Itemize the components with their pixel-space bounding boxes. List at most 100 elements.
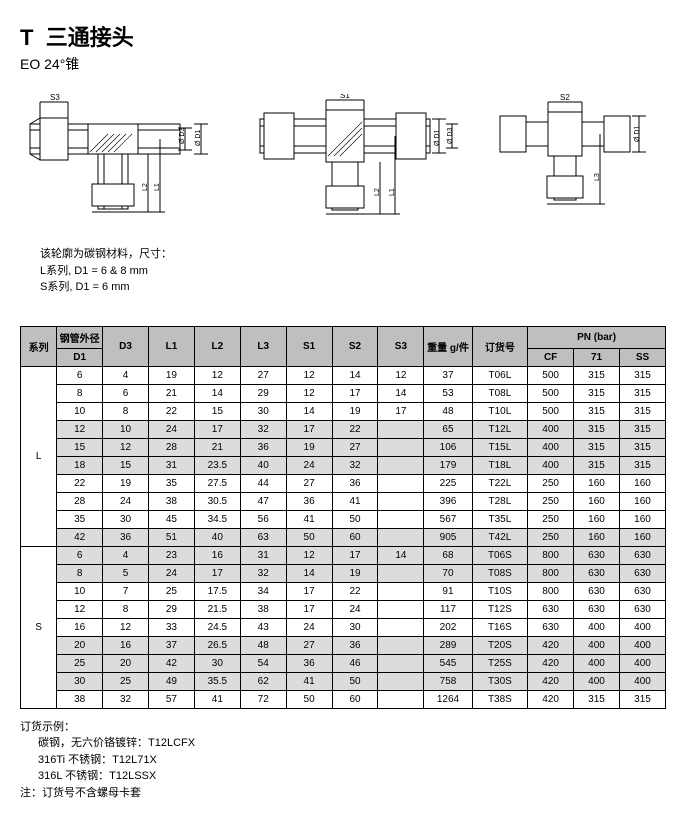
svg-text:L1: L1 [154, 183, 161, 191]
cell-w: 396 [424, 492, 472, 510]
cell-c71: 315 [574, 384, 620, 402]
order-examples: 订货示例： 碳钢，无六价铬镀锌：T12LCFX 316Ti 不锈钢：T12L71… [20, 719, 666, 802]
cell-ss: 400 [619, 618, 665, 636]
cell-l3: 29 [240, 384, 286, 402]
table-row: 383257417250601264T38S420315315 [21, 690, 666, 708]
cell-s1: 24 [286, 618, 332, 636]
cell-s3: 17 [378, 402, 424, 420]
cell-l1: 28 [149, 438, 195, 456]
cell-s2: 14 [332, 366, 378, 384]
cell-d1: 10 [57, 582, 103, 600]
cell-s2: 41 [332, 492, 378, 510]
cell-cf: 630 [528, 618, 574, 636]
cell-s1: 14 [286, 402, 332, 420]
cell-l2: 23.5 [194, 456, 240, 474]
cell-w: 225 [424, 474, 472, 492]
th-weight: 重量 g/件 [424, 326, 472, 366]
cell-d3: 7 [103, 582, 149, 600]
cell-cf: 800 [528, 546, 574, 564]
cell-d3: 5 [103, 564, 149, 582]
cell-l2: 15 [194, 402, 240, 420]
cell-l3: 48 [240, 636, 286, 654]
cell-w: 545 [424, 654, 472, 672]
cell-s3 [378, 492, 424, 510]
cell-o: T08L [472, 384, 528, 402]
cell-l1: 37 [149, 636, 195, 654]
tbody-s: S6423163112171468T06S8006306308524173214… [21, 546, 666, 708]
cell-s1: 41 [286, 510, 332, 528]
cell-s1: 14 [286, 564, 332, 582]
cell-l1: 24 [149, 420, 195, 438]
cell-cf: 250 [528, 492, 574, 510]
cell-w: 106 [424, 438, 472, 456]
diagram-right: S2 Ø D1 L3 [490, 94, 660, 234]
cell-ss: 315 [619, 438, 665, 456]
cell-s2: 36 [332, 474, 378, 492]
cell-w: 117 [424, 600, 472, 618]
cell-l1: 19 [149, 366, 195, 384]
table-row: 25204230543646545T25S420400400 [21, 654, 666, 672]
cell-s2: 24 [332, 600, 378, 618]
cell-o: T20S [472, 636, 528, 654]
cell-ss: 630 [619, 600, 665, 618]
cell-cf: 800 [528, 582, 574, 600]
cell-s2: 19 [332, 564, 378, 582]
cell-c71: 400 [574, 618, 620, 636]
cell-s3: 12 [378, 366, 424, 384]
cell-l3: 54 [240, 654, 286, 672]
cell-l2: 27.5 [194, 474, 240, 492]
cell-c71: 160 [574, 492, 620, 510]
cell-d1: 12 [57, 420, 103, 438]
cell-d3: 4 [103, 546, 149, 564]
svg-text:S2: S2 [560, 94, 570, 102]
cell-s3 [378, 654, 424, 672]
cell-l2: 14 [194, 384, 240, 402]
cell-l1: 49 [149, 672, 195, 690]
table-row: 1072517.534172291T10S800630630 [21, 582, 666, 600]
cell-l1: 22 [149, 402, 195, 420]
table-row: 18153123.5402432179T18L400315315 [21, 456, 666, 474]
diagram-row: S3 Ø D3 Ø D1 L2 L1 [20, 94, 666, 234]
cell-c71: 315 [574, 456, 620, 474]
cell-o: T15L [472, 438, 528, 456]
cell-d3: 32 [103, 690, 149, 708]
cell-d3: 12 [103, 438, 149, 456]
cell-w: 289 [424, 636, 472, 654]
cell-cf: 420 [528, 672, 574, 690]
cell-d1: 35 [57, 510, 103, 528]
cell-s1: 12 [286, 546, 332, 564]
cell-l1: 45 [149, 510, 195, 528]
svg-text:L2: L2 [374, 188, 381, 196]
table-row: 10822153014191748T10L500315315 [21, 402, 666, 420]
cell-l2: 40 [194, 528, 240, 546]
cell-o: T08S [472, 564, 528, 582]
cell-w: 68 [424, 546, 472, 564]
cell-s1: 41 [286, 672, 332, 690]
cell-w: 53 [424, 384, 472, 402]
cell-l2: 26.5 [194, 636, 240, 654]
svg-text:L3: L3 [594, 173, 601, 181]
cell-cf: 400 [528, 420, 574, 438]
cell-d1: 16 [57, 618, 103, 636]
cell-s1: 36 [286, 654, 332, 672]
cell-d1: 18 [57, 456, 103, 474]
cell-s3 [378, 618, 424, 636]
series-cell: S [21, 546, 57, 708]
cell-l2: 35.5 [194, 672, 240, 690]
cell-d1: 8 [57, 384, 103, 402]
cell-d3: 16 [103, 636, 149, 654]
cell-l1: 38 [149, 492, 195, 510]
cell-ss: 315 [619, 384, 665, 402]
cell-l1: 57 [149, 690, 195, 708]
cell-o: T06L [472, 366, 528, 384]
svg-text:L2: L2 [142, 183, 149, 191]
table-row: 1210241732172265T12L400315315 [21, 420, 666, 438]
cell-d3: 30 [103, 510, 149, 528]
note-line3: S系列, D1 = 6 mm [40, 279, 666, 296]
cell-s3 [378, 690, 424, 708]
cell-l1: 21 [149, 384, 195, 402]
cell-d3: 20 [103, 654, 149, 672]
cell-o: T30S [472, 672, 528, 690]
cell-d3: 24 [103, 492, 149, 510]
cell-s1: 12 [286, 384, 332, 402]
